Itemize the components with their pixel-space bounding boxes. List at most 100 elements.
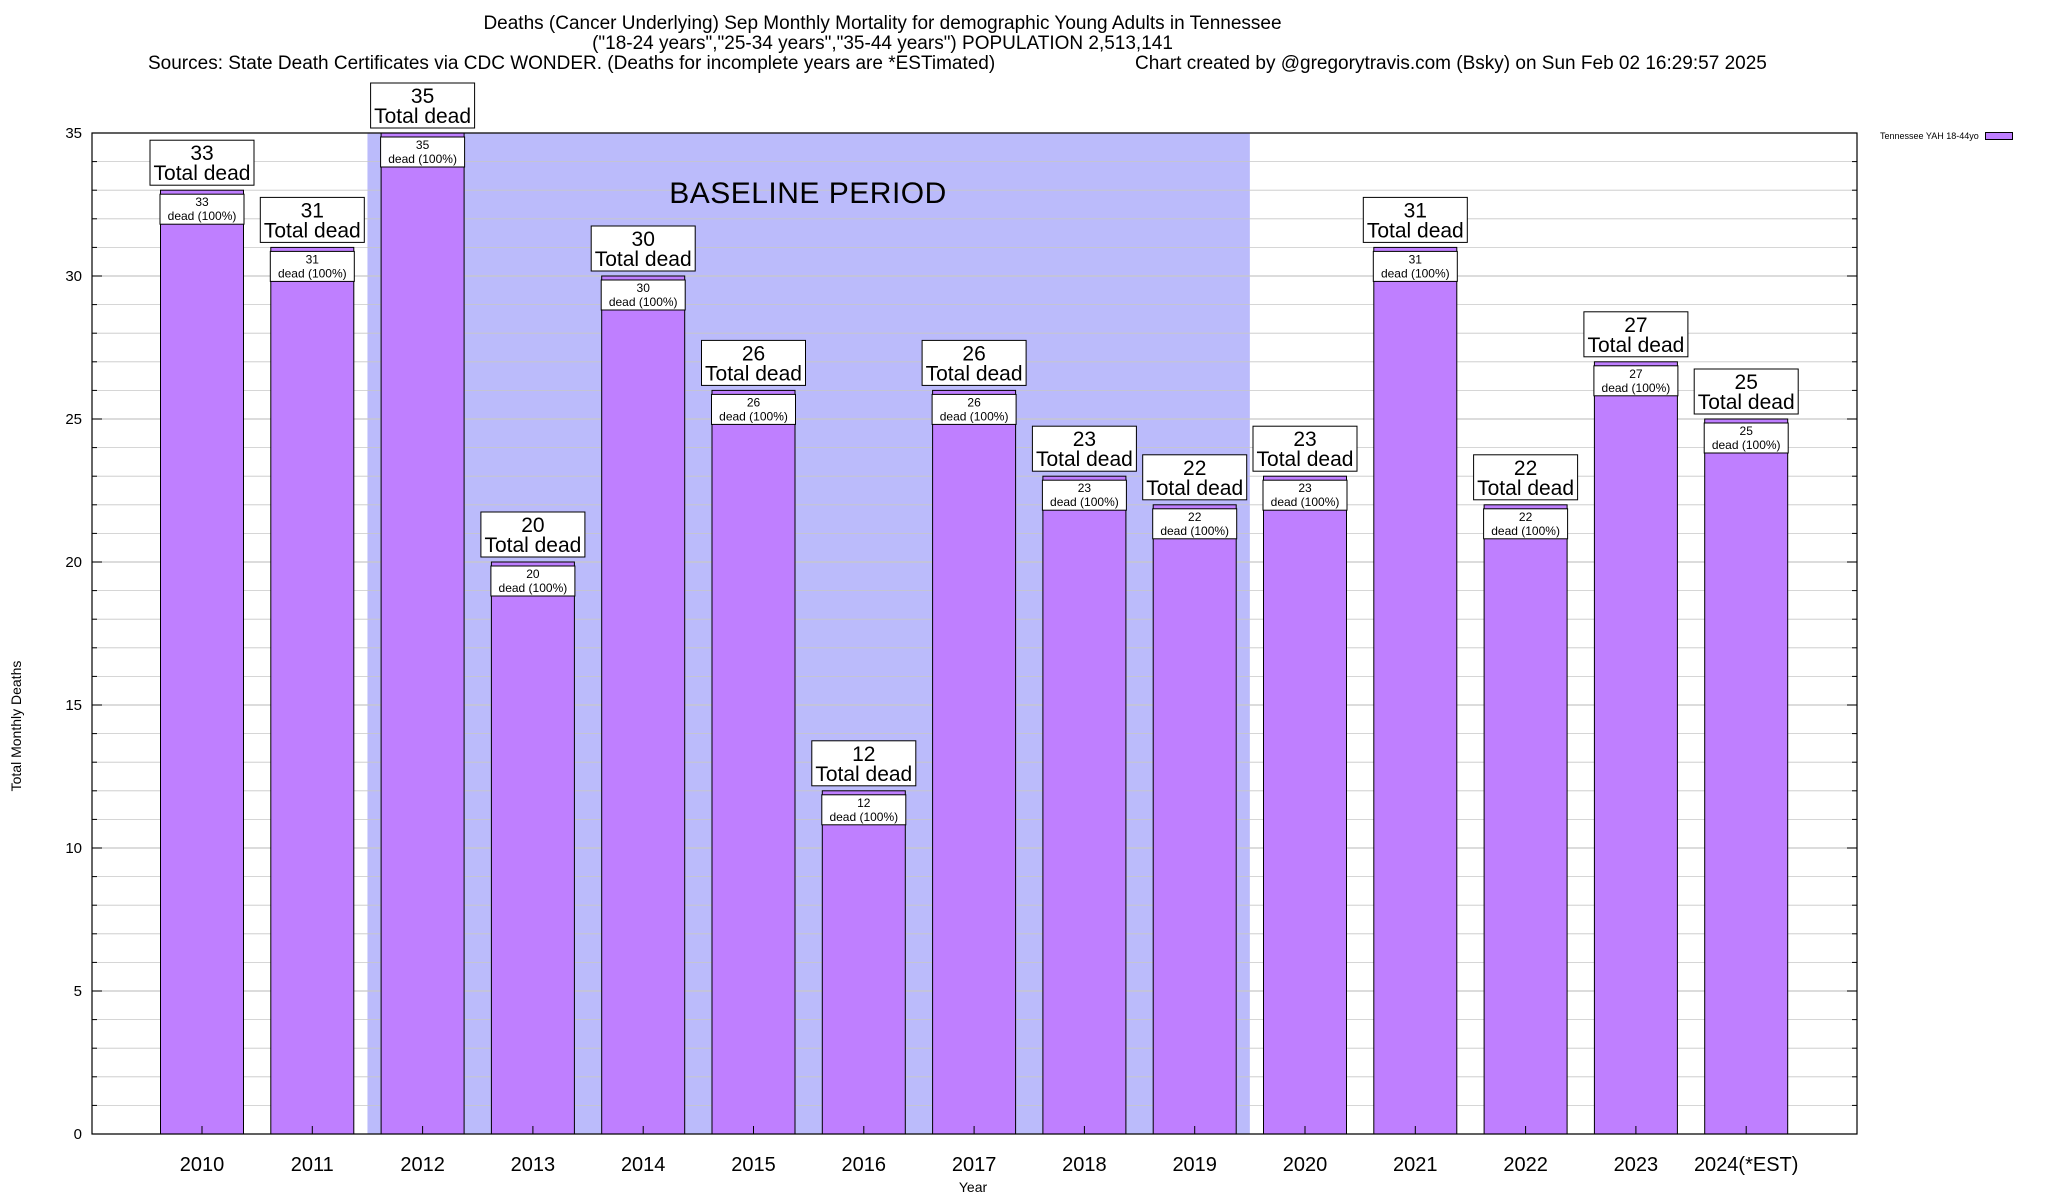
chart-subtitle: ("18-24 years","25-34 years","35-44 year… bbox=[592, 33, 1173, 54]
bar bbox=[711, 389, 796, 1135]
inner-label-box bbox=[1262, 479, 1348, 511]
inner-label-value: 22 bbox=[1188, 510, 1202, 524]
inner-label-box bbox=[1152, 508, 1238, 540]
inner-label-text: dead (100%) bbox=[609, 295, 678, 309]
inner-label-text: dead (100%) bbox=[719, 409, 788, 423]
top-label-value: 25 bbox=[1735, 371, 1758, 394]
baseline-period-label: BASELINE PERIOD bbox=[669, 177, 947, 210]
top-label-value: 23 bbox=[1073, 428, 1096, 451]
bar bbox=[270, 246, 355, 1135]
inner-label-value: 35 bbox=[416, 138, 430, 152]
inner-label-box bbox=[159, 193, 245, 225]
inner-label-text: dead (100%) bbox=[829, 810, 898, 824]
top-label-value: 22 bbox=[1183, 457, 1206, 480]
top-label-text: Total dead bbox=[484, 534, 581, 557]
inner-label-value: 26 bbox=[967, 395, 981, 409]
inner-label-box bbox=[1703, 422, 1789, 454]
inner-label-text: dead (100%) bbox=[1160, 524, 1229, 538]
legend-swatch bbox=[1984, 132, 2013, 140]
x-tick-label: 2021 bbox=[1393, 1154, 1438, 1176]
top-label-box bbox=[259, 196, 365, 243]
top-label-box bbox=[480, 511, 586, 558]
inner-label-value: 31 bbox=[1409, 252, 1423, 266]
inner-label-text: dead (100%) bbox=[1381, 266, 1450, 280]
inner-label-box bbox=[931, 393, 1017, 425]
top-label-box bbox=[1142, 454, 1248, 501]
top-label-box bbox=[921, 339, 1027, 386]
inner-label-value: 23 bbox=[1298, 481, 1312, 495]
top-label-value: 35 bbox=[411, 85, 434, 108]
inner-label-text: dead (100%) bbox=[499, 581, 568, 595]
inner-label-value: 22 bbox=[1519, 510, 1533, 524]
inner-label-value: 12 bbox=[857, 796, 871, 810]
bar bbox=[1152, 504, 1237, 1135]
top-label-box bbox=[701, 339, 806, 386]
x-tick-label: 2014 bbox=[621, 1154, 666, 1176]
chart-title: Deaths (Cancer Underlying) Sep Monthly M… bbox=[483, 13, 1282, 34]
top-label-value: 12 bbox=[852, 743, 875, 766]
y-tick-label: 15 bbox=[65, 697, 82, 714]
y-tick-label: 0 bbox=[74, 1126, 82, 1143]
inner-label-text: dead (100%) bbox=[1271, 495, 1340, 509]
inner-label-box bbox=[1483, 508, 1569, 540]
top-label-value: 26 bbox=[962, 342, 985, 365]
top-label-box bbox=[1031, 425, 1137, 472]
inner-label-text: dead (100%) bbox=[1050, 495, 1119, 509]
inner-label-box bbox=[1593, 365, 1679, 397]
y-tick-label: 30 bbox=[65, 268, 82, 285]
inner-label-box bbox=[1041, 479, 1127, 511]
top-label-text: Total dead bbox=[1257, 448, 1354, 471]
bar bbox=[490, 561, 575, 1135]
bar bbox=[1704, 418, 1789, 1135]
inner-label-text: dead (100%) bbox=[1602, 381, 1671, 395]
x-axis-label: Year bbox=[958, 1179, 988, 1195]
x-tick-label: 2016 bbox=[842, 1154, 887, 1176]
x-tick-label: 2010 bbox=[180, 1154, 225, 1176]
top-label-value: 33 bbox=[190, 142, 213, 165]
x-tick-label: 2022 bbox=[1503, 1154, 1548, 1176]
y-tick-label: 5 bbox=[74, 983, 82, 1000]
top-label-value: 27 bbox=[1624, 314, 1647, 337]
top-label-box bbox=[1362, 196, 1468, 243]
x-tick-label: 2018 bbox=[1062, 1154, 1107, 1176]
bar bbox=[380, 132, 465, 1135]
inner-label-box bbox=[269, 250, 355, 282]
y-axis-label: Total Monthly Deaths bbox=[8, 660, 24, 792]
inner-label-text: dead (100%) bbox=[388, 152, 457, 166]
inner-label-text: dead (100%) bbox=[940, 409, 1009, 423]
x-tick-label: 2020 bbox=[1283, 1154, 1328, 1176]
top-label-text: Total dead bbox=[1477, 477, 1574, 500]
top-label-text: Total dead bbox=[1367, 219, 1464, 242]
top-label-value: 23 bbox=[1293, 428, 1316, 451]
top-label-box bbox=[370, 82, 476, 129]
x-tick-label: 2015 bbox=[731, 1154, 776, 1176]
inner-label-box bbox=[380, 136, 466, 168]
inner-label-text: dead (100%) bbox=[1712, 438, 1781, 452]
top-label-box bbox=[1252, 425, 1358, 472]
top-label-box bbox=[1473, 454, 1579, 501]
bar bbox=[932, 389, 1017, 1135]
bar bbox=[821, 790, 906, 1135]
x-tick-label: 2024(*EST) bbox=[1694, 1154, 1799, 1176]
top-label-box bbox=[1693, 368, 1799, 415]
x-tick-label: 2011 bbox=[291, 1154, 334, 1176]
legend: Tennessee YAH 18-44yo bbox=[1880, 131, 2013, 141]
bar bbox=[1042, 475, 1127, 1135]
top-label-value: 31 bbox=[301, 199, 324, 222]
inner-label-box bbox=[1372, 250, 1458, 282]
top-label-text: Total dead bbox=[374, 105, 471, 128]
inner-label-value: 20 bbox=[526, 567, 540, 581]
top-label-text: Total dead bbox=[705, 362, 802, 385]
y-tick-label: 10 bbox=[65, 840, 82, 857]
inner-label-value: 25 bbox=[1740, 424, 1754, 438]
inner-label-text: dead (100%) bbox=[1491, 524, 1560, 538]
bar bbox=[1373, 246, 1458, 1135]
inner-label-text: dead (100%) bbox=[168, 209, 237, 223]
plot-frame bbox=[91, 132, 1858, 1135]
inner-label-box bbox=[821, 794, 907, 826]
y-tick-label: 35 bbox=[65, 125, 82, 142]
bar bbox=[601, 275, 686, 1135]
top-label-text: Total dead bbox=[154, 162, 251, 185]
inner-label-value: 27 bbox=[1629, 367, 1643, 381]
